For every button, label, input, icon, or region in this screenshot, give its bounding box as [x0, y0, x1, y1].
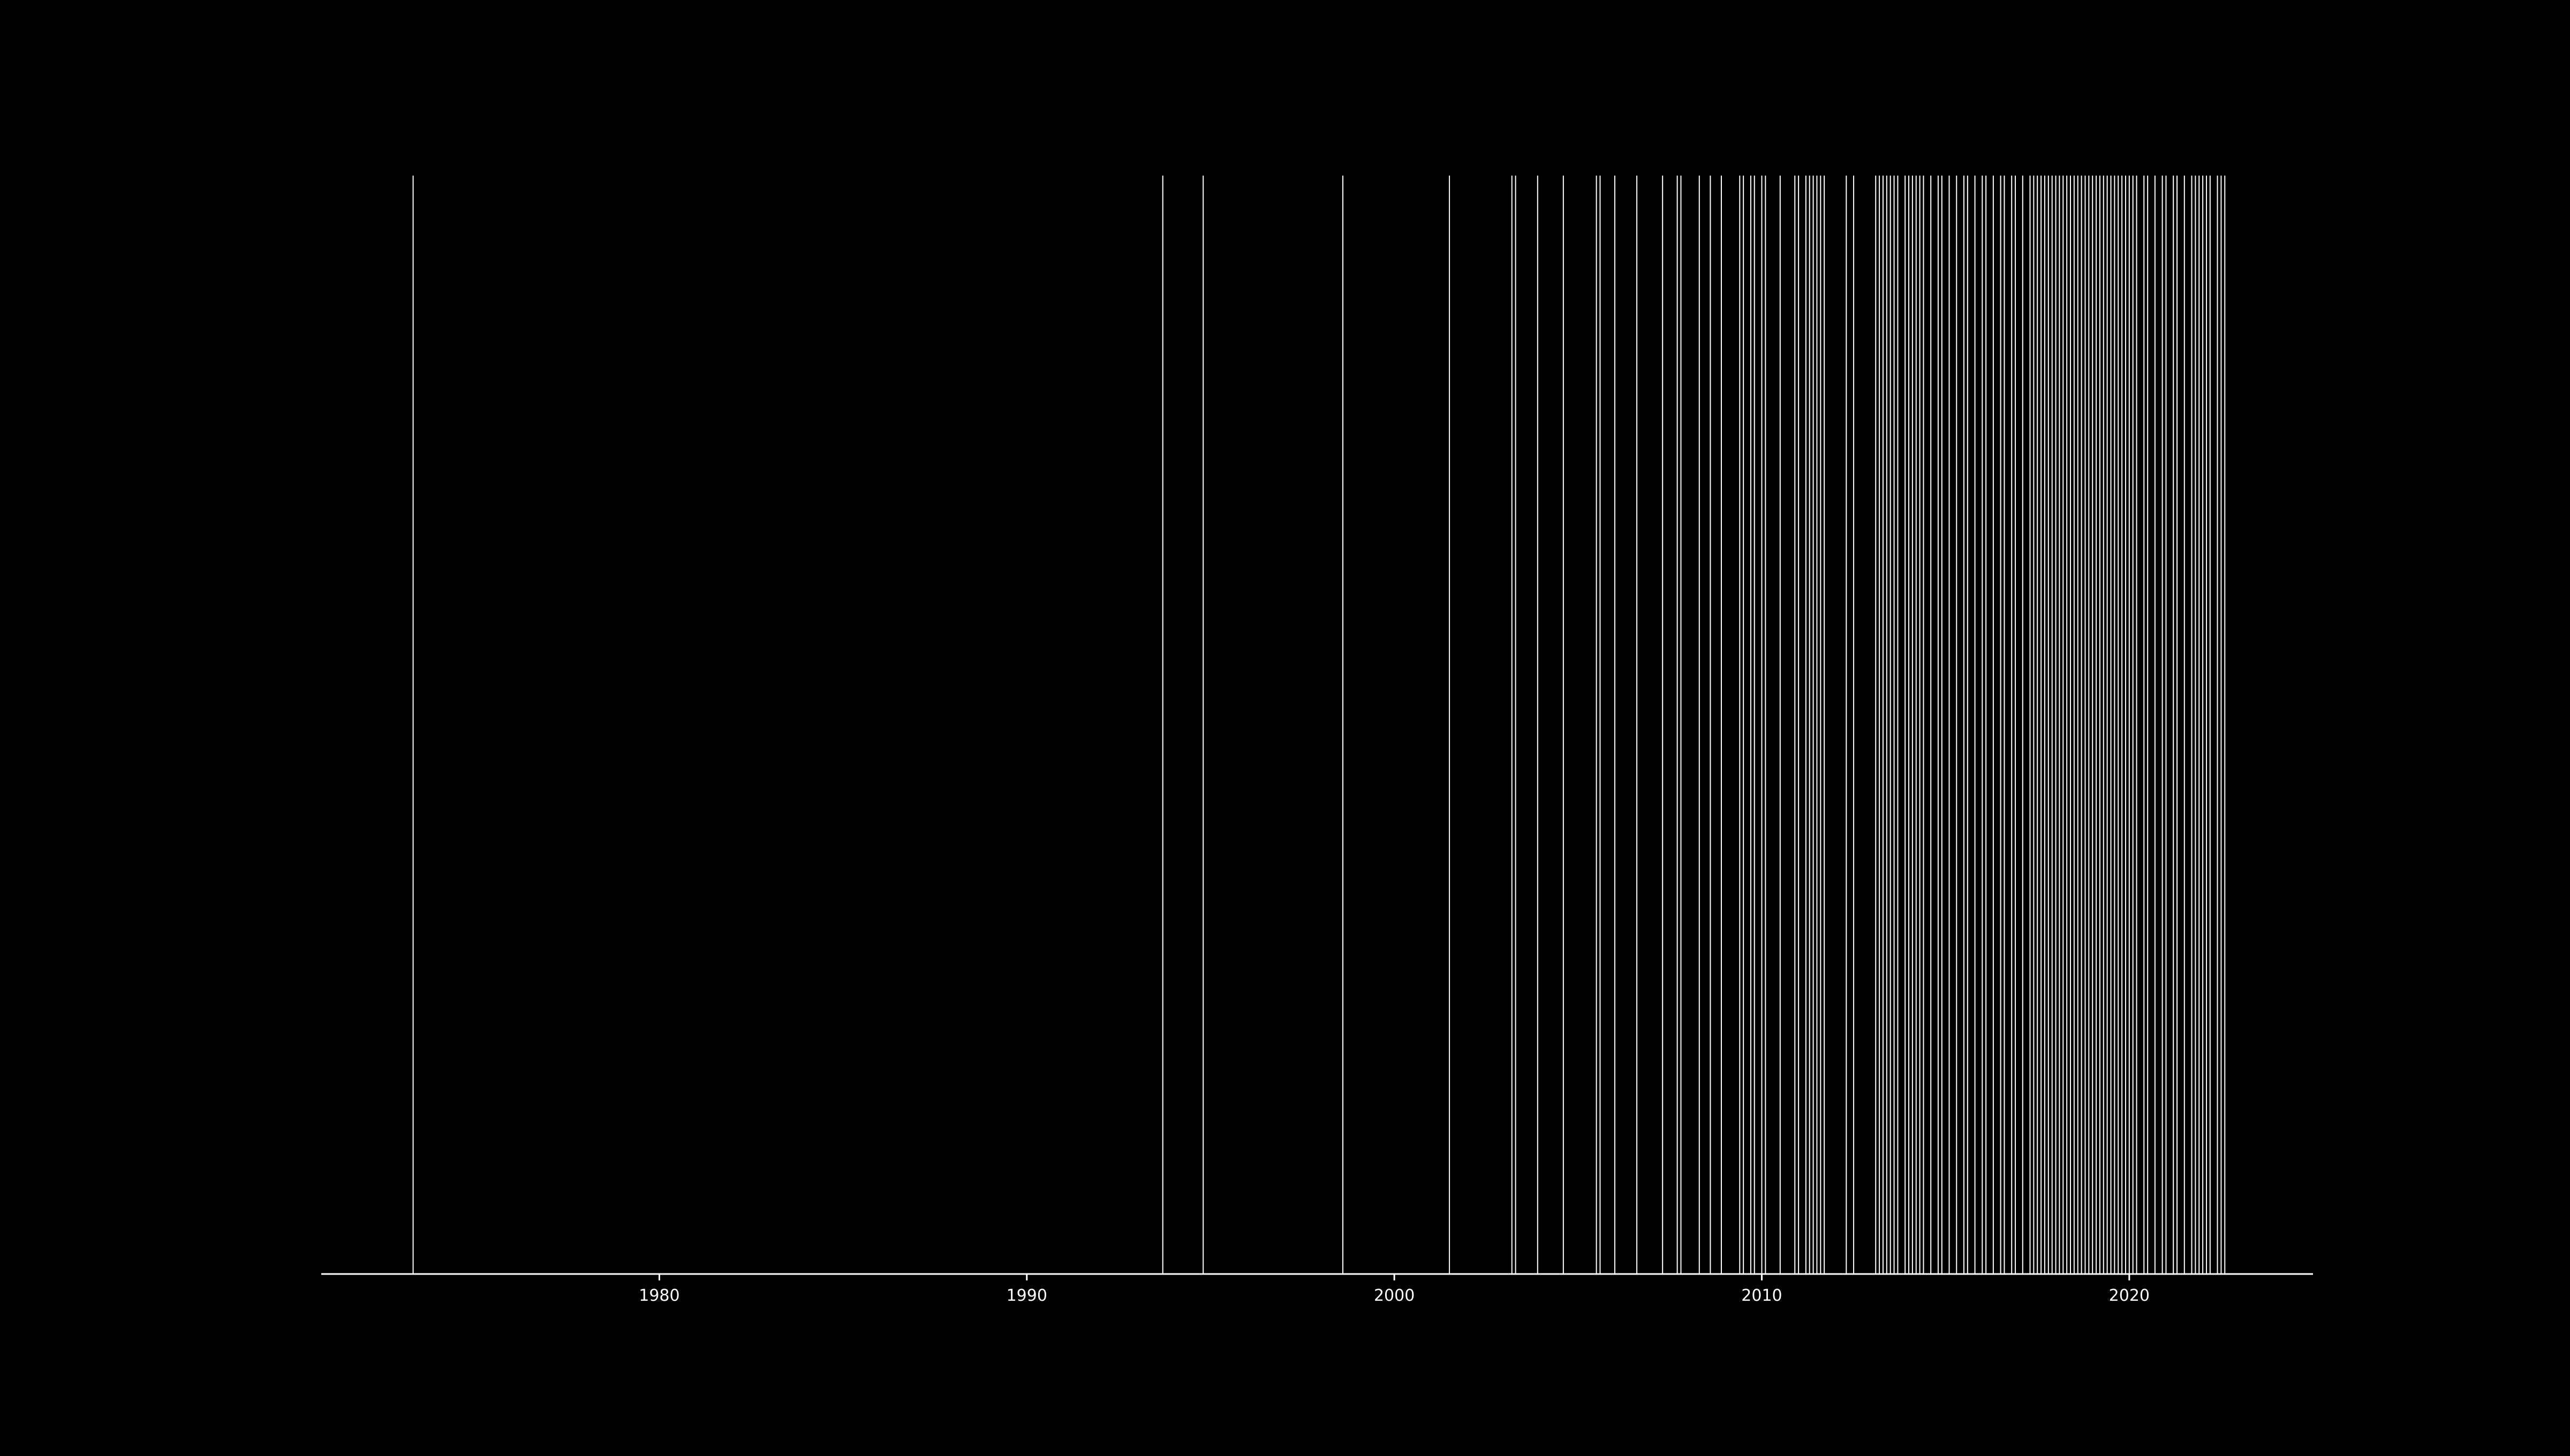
x-tick-label: 2020 — [2109, 1286, 2150, 1305]
event-lines — [412, 176, 2226, 1274]
x-tick-label: 1980 — [639, 1286, 679, 1305]
x-tick-label: 2000 — [1374, 1286, 1415, 1305]
x-tick-label: 2010 — [1741, 1286, 1782, 1305]
x-axis-ticks: 1980 1990 2000 2010 2020 — [639, 1274, 2150, 1305]
x-tick-label: 1990 — [1007, 1286, 1047, 1305]
